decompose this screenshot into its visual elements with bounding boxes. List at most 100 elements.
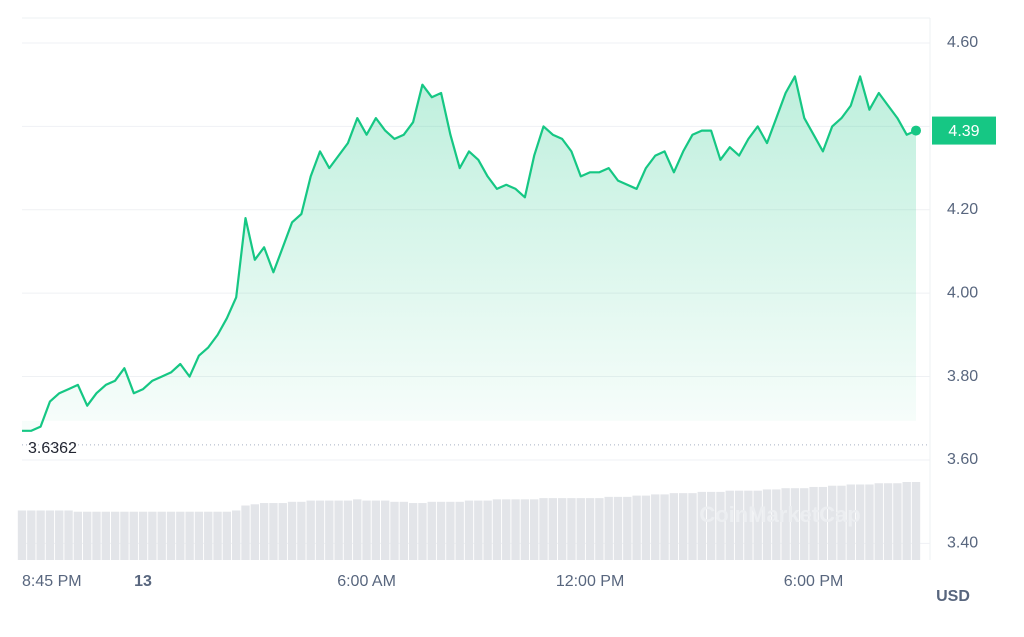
volume-bar (641, 495, 651, 560)
volume-bar (874, 483, 883, 560)
volume-bar (371, 500, 381, 560)
volume-bar (399, 501, 409, 560)
volume-bar (55, 510, 64, 560)
y-tick-label: 3.80 (947, 368, 978, 385)
y-axis-label: USD (936, 588, 970, 605)
y-tick-label: 4.60 (947, 34, 978, 51)
volume-bar (278, 503, 287, 560)
volume-bar (92, 511, 101, 560)
volume-bar (688, 493, 697, 560)
volume-bar (744, 490, 753, 560)
volume-bar (427, 501, 436, 560)
volume-bar (706, 491, 716, 560)
volume-bar (176, 511, 185, 560)
price-badge (932, 116, 996, 145)
volume-bar (110, 511, 120, 560)
y-tick-label: 3.40 (947, 535, 978, 552)
volume-bar (827, 485, 837, 560)
volume-bar (148, 511, 157, 560)
x-tick-label: 6:00 PM (784, 573, 844, 590)
volume-bar (511, 499, 520, 560)
x-tick-label: 12:00 PM (556, 573, 624, 590)
volume-bar (27, 510, 36, 560)
volume-bar (604, 496, 613, 560)
volume-bar (343, 500, 353, 560)
volume-bar (362, 500, 371, 560)
volume-bar (241, 505, 250, 560)
last-point (911, 125, 921, 136)
volume-bar (45, 510, 55, 560)
volume-bar (390, 501, 399, 560)
volume-bar (446, 501, 455, 560)
volume-bar (623, 496, 632, 560)
volume-bar (753, 490, 762, 560)
volume-bar (800, 488, 809, 560)
volume-bar (483, 500, 492, 560)
volume-bar (781, 488, 790, 560)
volume-bar (73, 511, 83, 560)
volume-bar (129, 511, 138, 560)
volume-bar (567, 498, 576, 560)
volume-bar (259, 503, 269, 560)
volume-bar (716, 491, 725, 560)
volume-bar (790, 488, 800, 560)
volume-bar (678, 493, 688, 560)
reference-label: 3.6362 (28, 440, 77, 457)
volume-bar (585, 498, 595, 560)
volume-bar (231, 510, 241, 560)
volume-bar (902, 482, 911, 560)
volume-bar (17, 510, 27, 560)
volume-bar (734, 490, 744, 560)
volume-bar (334, 500, 343, 560)
volume-bar (250, 504, 260, 560)
volume-bar (837, 485, 846, 560)
volume-bar (911, 482, 921, 560)
plot: 3.403.603.804.004.204.404.608:45 PM136:0… (22, 34, 996, 590)
volume-bar (762, 489, 772, 560)
volume-bar (101, 511, 111, 560)
volume-bar (539, 498, 548, 560)
volume-bar (502, 499, 511, 560)
volume-bar (353, 499, 362, 560)
volume-bar (632, 495, 641, 560)
x-tick-label: 8:45 PM (22, 573, 82, 590)
volume-bar (809, 486, 818, 560)
volume-bars (17, 482, 921, 560)
volume-bar (222, 511, 232, 560)
volume-bar (697, 491, 707, 560)
volume-bar (548, 498, 558, 560)
volume-bar (772, 489, 781, 560)
volume-bar (297, 501, 306, 560)
volume-bar (855, 484, 865, 560)
volume-bar (269, 503, 278, 560)
x-tick-label: 6:00 AM (337, 573, 396, 590)
volume-bar (520, 499, 530, 560)
y-tick-label: 4.00 (947, 284, 978, 301)
volume-bar (455, 501, 464, 560)
y-tick-label: 4.20 (947, 201, 978, 218)
watermark: CoinMarketCap (699, 502, 860, 527)
volume-bar (492, 499, 502, 560)
volume-bar (408, 503, 418, 560)
volume-bar (846, 484, 856, 560)
volume-bar (595, 498, 604, 560)
volume-bar (725, 490, 734, 560)
volume-bar (120, 511, 129, 560)
volume-bar (436, 501, 446, 560)
volume-bar (818, 486, 828, 560)
volume-bar (306, 500, 315, 560)
volume-bar (185, 511, 194, 560)
volume-bar (287, 501, 297, 560)
volume-bar (651, 494, 660, 560)
volume-bar (325, 500, 334, 560)
volume-bar (669, 493, 679, 560)
volume-bar (138, 511, 148, 560)
volume-bar (883, 483, 893, 560)
volume-bar (82, 511, 92, 560)
volume-bar (660, 494, 669, 560)
y-tick-label: 3.60 (947, 451, 978, 468)
volume-bar (315, 500, 325, 560)
volume-bar (36, 510, 45, 560)
